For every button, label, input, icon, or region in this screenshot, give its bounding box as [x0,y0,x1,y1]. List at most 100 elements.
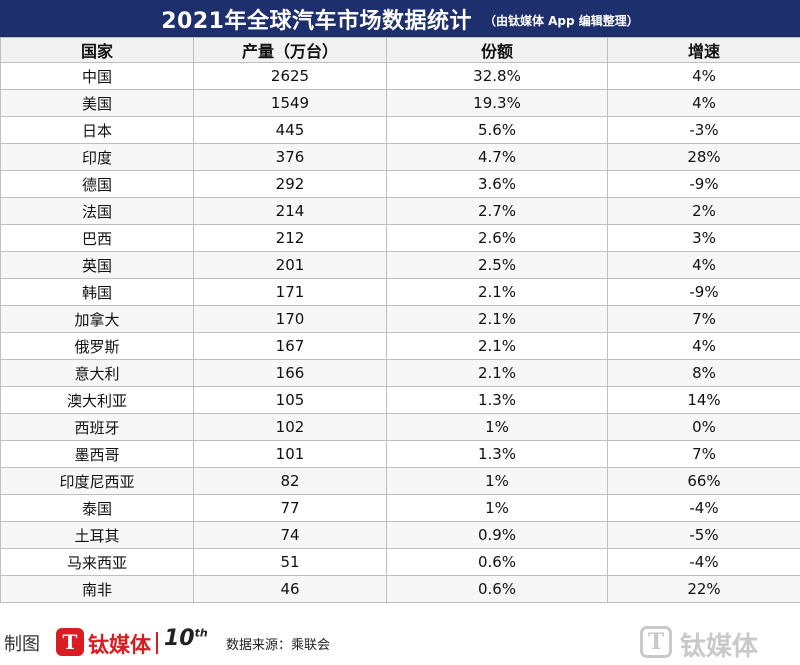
cell-output: 171 [193,278,387,306]
cell-country: 英国 [0,251,194,279]
cell-share: 1.3% [386,386,608,414]
cell-output: 102 [193,413,387,441]
cell-output: 1549 [193,89,387,117]
cell-output: 167 [193,332,387,360]
table-row: 马来西亚 51 0.6% -4% [0,548,800,576]
cell-country: 加拿大 [0,305,194,333]
brand-name: 钛媒体 [88,633,151,657]
table-row: 巴西 212 2.6% 3% [0,224,800,252]
made-by-label: 制图 [4,634,40,655]
cell-country: 印度 [0,143,194,171]
table-row: 日本 445 5.6% -3% [0,116,800,144]
data-table: 国家 产量（万台） 份额 增速 中国 2625 32.8% 4% 美国 1549 19.3%… [0,37,800,603]
cell-growth: -9% [607,278,800,306]
cell-share: 32.8% [386,62,608,90]
cell-output: 170 [193,305,387,333]
cell-share: 19.3% [386,89,608,117]
anniversary-badge: 10th [164,626,208,651]
cell-output: 105 [193,386,387,414]
table-row: 澳大利亚 105 1.3% 14% [0,386,800,414]
table-row: 英国 201 2.5% 4% [0,251,800,279]
table-body: 中国 2625 32.8% 4% 美国 1549 19.3% 4% 日本 445 5.6% -3% 印度… [0,62,800,603]
brand-logo-icon: T [56,628,84,656]
table-row: 印度尼西亚 82 1% 66% [0,467,800,495]
data-source: 数据来源：乘联会 [226,638,331,653]
cell-share: 1% [386,467,608,495]
cell-country: 马来西亚 [0,548,194,576]
column-header-country: 国家 [0,37,194,63]
cell-share: 2.6% [386,224,608,252]
cell-share: 2.1% [386,359,608,387]
cell-share: 4.7% [386,143,608,171]
table-row: 泰国 77 1% -4% [0,494,800,522]
cell-growth: 7% [607,305,800,333]
cell-share: 2.5% [386,251,608,279]
table-row: 加拿大 170 2.1% 7% [0,305,800,333]
cell-country: 德国 [0,170,194,198]
cell-share: 1% [386,413,608,441]
cell-output: 77 [193,494,387,522]
cell-share: 2.1% [386,332,608,360]
table-row: 土耳其 74 0.9% -5% [0,521,800,549]
cell-output: 74 [193,521,387,549]
cell-share: 5.6% [386,116,608,144]
table-row: 韩国 171 2.1% -9% [0,278,800,306]
cell-output: 292 [193,170,387,198]
cell-growth: 3% [607,224,800,252]
cell-country: 土耳其 [0,521,194,549]
cell-share: 3.6% [386,170,608,198]
chart-title: 2021年全球汽车市场数据统计 [161,8,472,34]
cell-growth: 66% [607,467,800,495]
cell-country: 中国 [0,62,194,90]
title-bar: 2021年全球汽车市场数据统计 （由钛媒体 App 编辑整理） [0,0,800,37]
watermark-logo-icon: T [640,626,672,658]
cell-country: 南非 [0,575,194,603]
cell-output: 51 [193,548,387,576]
cell-country: 韩国 [0,278,194,306]
cell-country: 巴西 [0,224,194,252]
cell-growth: 8% [607,359,800,387]
cell-growth: 28% [607,143,800,171]
cell-output: 101 [193,440,387,468]
cell-output: 166 [193,359,387,387]
cell-growth: 22% [607,575,800,603]
cell-country: 澳大利亚 [0,386,194,414]
cell-growth: -3% [607,116,800,144]
cell-output: 445 [193,116,387,144]
cell-country: 西班牙 [0,413,194,441]
cell-growth: -9% [607,170,800,198]
cell-share: 0.9% [386,521,608,549]
table-row: 俄罗斯 167 2.1% 4% [0,332,800,360]
cell-country: 美国 [0,89,194,117]
cell-country: 墨西哥 [0,440,194,468]
cell-country: 印度尼西亚 [0,467,194,495]
cell-output: 214 [193,197,387,225]
cell-output: 2625 [193,62,387,90]
table-row: 美国 1549 19.3% 4% [0,89,800,117]
cell-growth: 0% [607,413,800,441]
cell-country: 俄罗斯 [0,332,194,360]
cell-growth: 4% [607,332,800,360]
table-row: 印度 376 4.7% 28% [0,143,800,171]
footer: 制图 T 钛媒体 10th 数据来源：乘联会 T 钛媒体 [0,620,800,665]
column-header-share: 份额 [386,37,608,63]
table-row: 德国 292 3.6% -9% [0,170,800,198]
table-row: 南非 46 0.6% 22% [0,575,800,603]
cell-growth: -4% [607,548,800,576]
cell-country: 法国 [0,197,194,225]
cell-share: 0.6% [386,575,608,603]
cell-growth: 7% [607,440,800,468]
cell-share: 2.1% [386,278,608,306]
cell-country: 日本 [0,116,194,144]
table-row: 中国 2625 32.8% 4% [0,62,800,90]
column-header-output: 产量（万台） [193,37,387,63]
cell-output: 212 [193,224,387,252]
cell-share: 1% [386,494,608,522]
anniversary-suffix: th [194,626,208,640]
cell-growth: -4% [607,494,800,522]
cell-share: 2.1% [386,305,608,333]
cell-output: 46 [193,575,387,603]
anniversary-number: 10 [164,626,195,651]
cell-country: 泰国 [0,494,194,522]
cell-growth: 4% [607,62,800,90]
